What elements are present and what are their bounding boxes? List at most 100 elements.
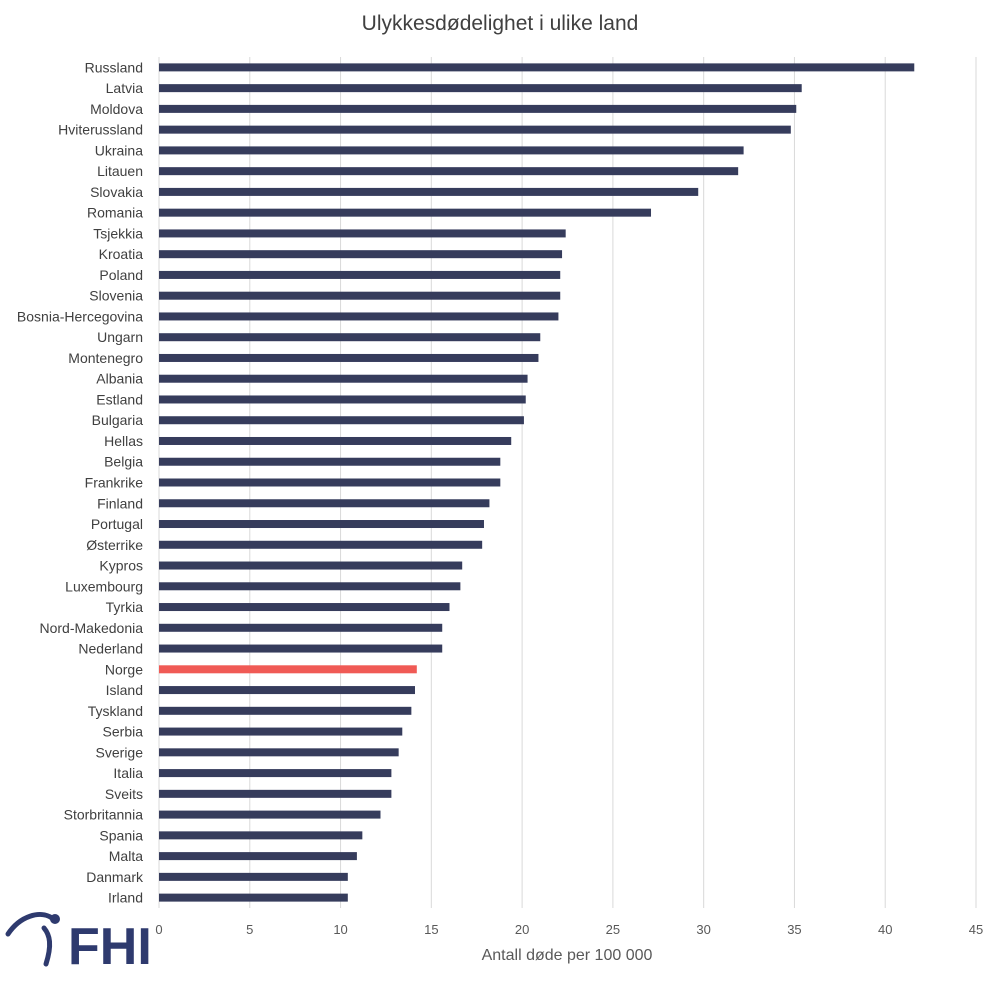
bar-estland xyxy=(159,395,526,404)
bar-finland xyxy=(159,499,490,508)
bar-russland xyxy=(159,63,915,72)
logo-dot-icon xyxy=(50,914,60,924)
category-label: Norge xyxy=(105,661,143,677)
bar-tyskland xyxy=(159,706,412,715)
category-label: Irland xyxy=(108,890,143,906)
category-label: Slovakia xyxy=(90,184,143,200)
bar-malta xyxy=(159,852,357,861)
bar-albania xyxy=(159,374,528,383)
bar-hellas xyxy=(159,436,512,445)
bar-latvia xyxy=(159,84,802,93)
bar-ungarn xyxy=(159,333,541,342)
x-tick-label: 5 xyxy=(246,922,253,937)
category-label: Frankrike xyxy=(85,475,144,491)
x-tick-label: 0 xyxy=(155,922,162,937)
logo-text: FHI xyxy=(68,918,152,976)
category-label: Serbia xyxy=(103,724,144,740)
bar-danmark xyxy=(159,872,348,881)
bar-kypros xyxy=(159,561,463,570)
bar-tyrkia xyxy=(159,603,450,612)
bar-ukraina xyxy=(159,146,744,155)
bar-serbia xyxy=(159,727,403,736)
category-label: Moldova xyxy=(90,101,143,117)
bar-slovenia xyxy=(159,291,561,300)
x-tick-label: 45 xyxy=(969,922,983,937)
category-label: Romania xyxy=(87,205,143,221)
category-label: Ukraina xyxy=(95,142,143,158)
category-label: Bulgaria xyxy=(92,412,144,428)
category-label: Montenegro xyxy=(68,350,143,366)
category-label: Litauen xyxy=(97,163,143,179)
bar-island xyxy=(159,686,415,695)
x-tick-label: 10 xyxy=(333,922,347,937)
bar-norge xyxy=(159,665,417,674)
category-label: Albania xyxy=(96,371,143,387)
category-label: Danmark xyxy=(86,869,144,885)
category-label: Hviterussland xyxy=(58,122,143,138)
x-tick-label: 25 xyxy=(606,922,620,937)
bar-sverige xyxy=(159,748,399,757)
bar-bosnia-hercegovina xyxy=(159,312,559,321)
bar-frankrike xyxy=(159,478,501,487)
category-label: Tsjekkia xyxy=(93,225,143,241)
bar-luxembourg xyxy=(159,582,461,591)
bar-belgia xyxy=(159,457,501,466)
category-label: Poland xyxy=(99,267,143,283)
category-label: Ungarn xyxy=(97,329,143,345)
bar-italia xyxy=(159,769,392,778)
bar-poland xyxy=(159,270,561,279)
category-label: Finland xyxy=(97,495,143,511)
category-label: Island xyxy=(106,682,143,698)
category-label: Bosnia-Hercegovina xyxy=(17,308,143,324)
x-axis-label: Antall døde per 100 000 xyxy=(482,947,653,964)
category-label: Tyskland xyxy=(88,703,143,719)
category-label: Sveits xyxy=(105,786,143,802)
x-tick-label: 20 xyxy=(515,922,529,937)
x-tick-label: 40 xyxy=(878,922,892,937)
bar-nord-makedonia xyxy=(159,623,443,632)
category-label: Kroatia xyxy=(99,246,144,262)
logo-arc-icon xyxy=(5,912,55,937)
x-tick-label: 15 xyxy=(424,922,438,937)
bar-moldova xyxy=(159,104,797,113)
bar-nederland xyxy=(159,644,443,653)
category-label: Sverige xyxy=(96,744,144,760)
bar-bulgaria xyxy=(159,416,524,425)
category-label: Hellas xyxy=(104,433,143,449)
bar-litauen xyxy=(159,167,739,176)
category-label: Nederland xyxy=(78,641,143,657)
category-labels: Russland Latvia Moldova Hviterussland Ukrain… xyxy=(17,59,144,905)
bar-romania xyxy=(159,208,652,217)
category-label: Østerrike xyxy=(86,537,143,553)
category-label: Kypros xyxy=(99,558,143,574)
x-tick-label: 35 xyxy=(787,922,801,937)
fhi-logo: FHI xyxy=(5,912,152,976)
category-label: Luxembourg xyxy=(65,578,143,594)
category-label: Russland xyxy=(85,59,143,75)
bar-portugal xyxy=(159,520,484,529)
category-label: Portugal xyxy=(91,516,143,532)
bar-sveits xyxy=(159,789,392,798)
logo-figure-icon xyxy=(41,925,53,967)
category-label: Belgia xyxy=(104,454,143,470)
bars xyxy=(159,63,915,902)
category-label: Nord-Makedonia xyxy=(40,620,144,636)
category-label: Storbritannia xyxy=(64,807,144,823)
category-label: Tyrkia xyxy=(106,599,144,615)
bar-tsjekkia xyxy=(159,229,566,238)
category-label: Slovenia xyxy=(89,288,143,304)
chart-title: Ulykkesdødelighet i ulike land xyxy=(361,12,639,35)
category-label: Italia xyxy=(113,765,143,781)
bar-irland xyxy=(159,893,348,902)
category-label: Latvia xyxy=(106,80,144,96)
bar-storbritannia xyxy=(159,810,381,819)
x-tick-label: 30 xyxy=(696,922,710,937)
bar-kroatia xyxy=(159,250,563,259)
x-axis-ticks: 0 5 10 15 20 25 30 35 40 45 xyxy=(155,922,983,937)
category-label: Spania xyxy=(99,827,143,843)
bar-slovakia xyxy=(159,187,699,196)
bar-østerrike xyxy=(159,540,483,549)
bar-spania xyxy=(159,831,363,840)
bar-montenegro xyxy=(159,353,539,362)
